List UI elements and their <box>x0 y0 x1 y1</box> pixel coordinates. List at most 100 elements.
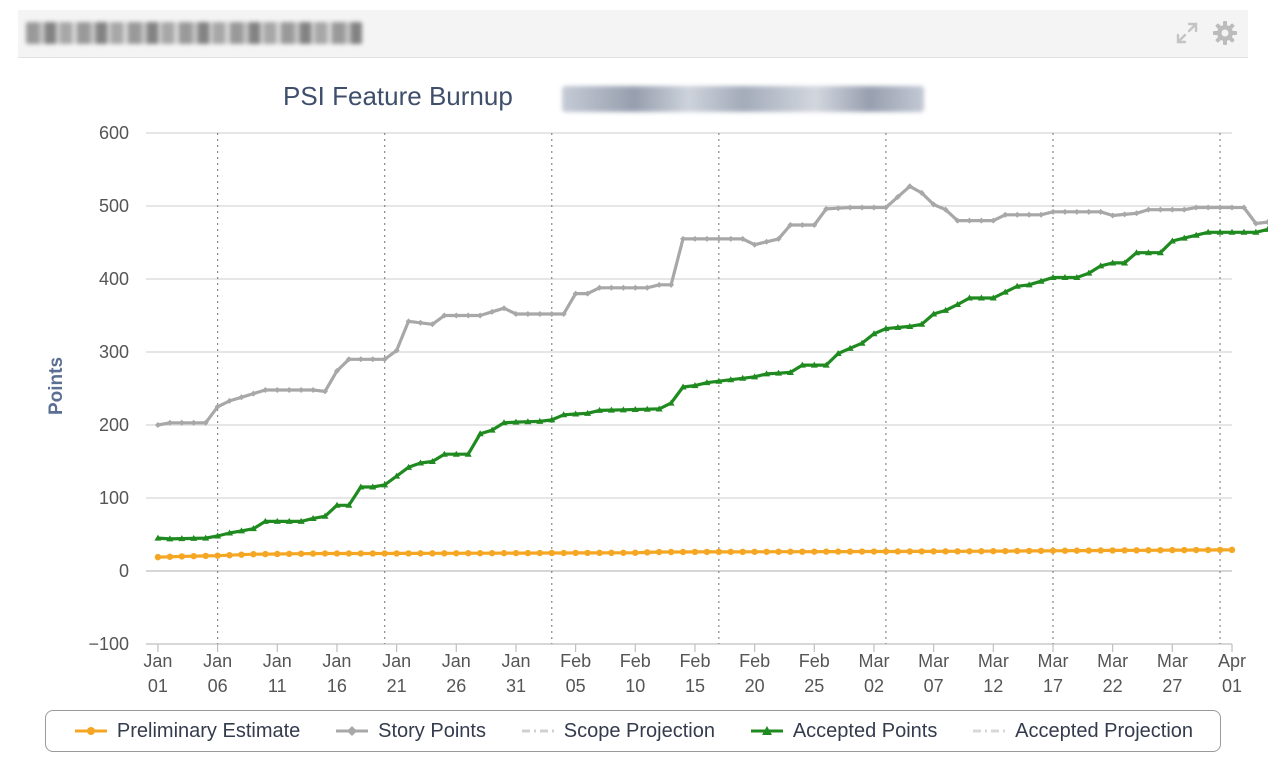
data-point <box>763 548 770 555</box>
data-point <box>1002 211 1009 218</box>
data-point <box>620 549 627 556</box>
data-point <box>715 548 723 556</box>
data-point <box>631 406 639 413</box>
data-point <box>751 548 758 555</box>
data-point <box>632 284 639 291</box>
data-point <box>1252 220 1259 227</box>
data-point <box>954 301 962 308</box>
legend-marker-circle <box>74 727 107 735</box>
data-point <box>1097 547 1104 554</box>
legend-item-scope-projection[interactable]: Scope Projection <box>520 720 715 743</box>
data-point <box>1061 208 1068 215</box>
data-point <box>703 379 711 386</box>
legend-label: Accepted Points <box>792 719 938 742</box>
legend-label: Accepted Projection <box>1015 719 1194 742</box>
data-point <box>465 312 472 319</box>
data-point <box>787 221 794 228</box>
data-point <box>1228 546 1236 554</box>
data-point <box>882 548 890 555</box>
data-point <box>655 548 663 556</box>
data-point <box>858 339 866 346</box>
data-point <box>918 320 926 327</box>
x-tick-label-day: 07 <box>924 676 944 696</box>
data-point <box>250 390 257 397</box>
x-tick-label-month: Mar <box>1157 651 1188 671</box>
y-tick-label: −100 <box>88 634 129 654</box>
x-tick-label-day: 01 <box>1222 676 1242 696</box>
data-point <box>190 552 197 560</box>
data-point <box>655 405 663 412</box>
legend-label: Scope Projection <box>563 719 715 742</box>
gear-icon[interactable] <box>1212 20 1238 46</box>
data-point <box>691 382 699 389</box>
data-point <box>501 305 508 312</box>
data-point <box>942 206 949 213</box>
x-tick-label-day: 26 <box>446 676 466 696</box>
data-point <box>524 311 531 318</box>
legend-item-preliminary-estimate[interactable]: Preliminary Estimate <box>73 720 300 743</box>
data-point <box>310 386 317 393</box>
data-point <box>1061 547 1069 554</box>
data-point <box>894 324 902 331</box>
data-point <box>249 525 257 532</box>
x-tick-label-month: Feb <box>799 651 830 671</box>
data-point <box>226 529 234 536</box>
data-point <box>428 458 436 464</box>
legend-item-accepted-points[interactable]: Accepted Points <box>749 719 938 743</box>
data-point <box>214 532 222 539</box>
data-point <box>990 217 997 224</box>
data-point <box>691 235 698 242</box>
data-point <box>1097 208 1104 215</box>
data-point <box>1026 211 1033 218</box>
x-tick-label-month: Mar <box>1097 651 1128 671</box>
data-point <box>739 374 747 381</box>
data-point <box>285 517 293 524</box>
data-point <box>691 548 699 556</box>
data-point <box>488 426 496 433</box>
data-point <box>202 419 209 426</box>
legend-item-story-points[interactable]: Story Points <box>334 720 486 743</box>
data-point <box>1144 249 1152 256</box>
data-point <box>727 548 734 556</box>
data-point <box>214 403 221 410</box>
data-point <box>1217 204 1224 211</box>
data-point <box>357 356 364 363</box>
data-point <box>942 306 950 313</box>
data-point <box>799 221 806 228</box>
data-point <box>978 548 985 555</box>
data-point <box>489 308 496 315</box>
data-point <box>667 548 675 556</box>
data-point <box>584 409 592 416</box>
data-point <box>1228 228 1236 235</box>
x-tick-label-day: 06 <box>208 676 228 696</box>
x-tick-label-month: Jan <box>143 651 172 671</box>
chart-series <box>154 183 1268 561</box>
data-point <box>810 361 818 368</box>
data-point <box>1049 547 1057 554</box>
data-point <box>727 376 735 383</box>
data-point <box>679 383 687 390</box>
data-point <box>1192 546 1200 554</box>
expand-icon[interactable] <box>1174 20 1200 46</box>
data-point <box>476 550 484 557</box>
data-point <box>226 551 233 559</box>
data-point <box>751 241 758 248</box>
data-point <box>297 517 305 524</box>
data-point <box>584 290 591 297</box>
data-point <box>680 235 687 242</box>
data-point <box>644 549 651 556</box>
legend-item-accepted-projection[interactable]: Accepted Projection <box>971 720 1193 743</box>
data-point <box>298 386 305 393</box>
chart-legend: Preliminary Estimate Story Points Scope … <box>45 710 1221 752</box>
data-point <box>237 527 245 534</box>
data-point <box>274 386 281 393</box>
data-point <box>787 548 794 555</box>
data-point <box>309 514 317 521</box>
data-point <box>1121 259 1129 266</box>
data-point <box>381 481 389 488</box>
data-point <box>333 550 341 557</box>
data-point <box>632 549 639 556</box>
data-point <box>333 367 340 374</box>
data-point <box>154 553 162 561</box>
x-tick-label-month: Mar <box>978 651 1009 671</box>
